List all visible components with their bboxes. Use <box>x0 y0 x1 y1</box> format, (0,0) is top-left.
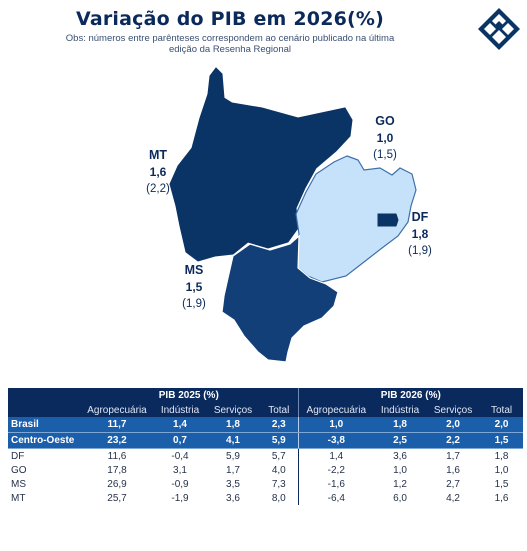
label-go: GO 1,0 (1,5) <box>367 113 403 164</box>
centro-oeste-map: MT 1,6 (2,2) GO 1,0 (1,5) DF 1,8 (1,9) M… <box>0 56 527 386</box>
cell: 25,7 <box>107 492 127 504</box>
cell: -0,4 <box>171 450 189 462</box>
cell: 2,5 <box>374 432 427 449</box>
cell: 8,0 <box>271 492 286 504</box>
state-previous: (2,2) <box>146 183 170 195</box>
group-2026-header: PIB 2026 (%) <box>297 388 524 403</box>
row-label: DF <box>11 450 25 462</box>
cell: 3,6 <box>393 450 407 462</box>
state-value: 1,6 <box>149 165 167 179</box>
label-ms: MS 1,5 (1,9) <box>176 262 212 313</box>
cell: 1,0 <box>393 464 407 476</box>
cell: 6,0 <box>393 492 407 504</box>
cell: 4,1 <box>206 432 260 449</box>
row-label: Centro-Oeste <box>8 432 80 449</box>
table-row: MS 26,9 -0,9 3,5 7,3 -1,6 1,2 2,7 1,5 <box>8 477 523 491</box>
cell: 1,6 <box>494 492 509 504</box>
state-previous: (1,9) <box>182 298 206 310</box>
col-header: Agropecuária <box>297 403 375 417</box>
label-df: DF 1,8 (1,9) <box>402 209 438 260</box>
cell: 1,4 <box>297 448 375 463</box>
table-row: Brasil 11,7 1,4 1,8 2,3 1,0 1,8 2,0 2,0 <box>8 417 524 433</box>
cell: 7,3 <box>271 478 286 490</box>
col-header: Indústria <box>154 403 206 417</box>
state-value: 1,8 <box>411 227 429 241</box>
state-ms <box>221 234 339 363</box>
col-header: Agropecuária <box>80 403 154 417</box>
table-row: GO 17,8 3,1 1,7 4,0 -2,2 1,0 1,6 1,0 <box>8 463 523 477</box>
cell: -0,9 <box>171 478 189 490</box>
cell: -1,6 <box>297 477 375 491</box>
cell: 1,2 <box>393 478 407 490</box>
cell: 3,6 <box>226 492 240 504</box>
cell: 3,5 <box>226 478 240 490</box>
group-2025-header: PIB 2025 (%) <box>80 388 299 403</box>
row-label: Brasil <box>8 417 80 433</box>
cell: 23,2 <box>80 432 154 449</box>
cell: 5,9 <box>226 450 240 462</box>
state-code: GO <box>375 114 395 128</box>
subtitle-note: Obs: números entre parênteses correspond… <box>65 33 395 55</box>
cell: -1,9 <box>171 492 189 504</box>
cell: 2,0 <box>480 417 524 433</box>
col-header: Total <box>260 403 299 417</box>
cell: 0,7 <box>154 432 206 449</box>
cell: -3,8 <box>297 432 375 449</box>
banco-do-brasil-logo <box>478 8 520 50</box>
cell: 26,9 <box>107 478 127 490</box>
cell: 2,0 <box>426 417 481 433</box>
cell: -6,4 <box>297 491 375 505</box>
state-previous: (1,9) <box>408 245 432 257</box>
cell: 2,2 <box>426 432 481 449</box>
table-column-header: Agropecuária Indústria Serviços Total Ag… <box>8 403 524 417</box>
table-row: Centro-Oeste 23,2 0,7 4,1 5,9 -3,8 2,5 2… <box>8 432 524 449</box>
cell: 3,1 <box>173 464 187 476</box>
cell: 11,7 <box>80 417 154 433</box>
cell: 1,8 <box>206 417 260 433</box>
cell: 2,3 <box>260 417 299 433</box>
cell: 1,0 <box>297 417 375 433</box>
cell: 4,2 <box>446 492 460 504</box>
cell: 1,8 <box>494 450 509 462</box>
table-row: DF 11,6 -0,4 5,9 5,7 1,4 3,6 1,7 1,8 <box>8 448 523 463</box>
row-label: GO <box>11 464 27 476</box>
state-code: MT <box>148 148 168 162</box>
cell: 1,7 <box>226 464 240 476</box>
state-code: DF <box>411 210 429 224</box>
cell: -2,2 <box>297 463 375 477</box>
col-header: Serviços <box>426 403 481 417</box>
page-title: Variação do PIB em 2026(%) <box>75 8 385 30</box>
pib-table: PIB 2025 (%) PIB 2026 (%) Agropecuária I… <box>8 388 524 505</box>
cell: 1,5 <box>494 478 509 490</box>
row-label: MT <box>11 492 26 504</box>
state-code: MS <box>184 263 204 277</box>
col-header: Indústria <box>374 403 427 417</box>
state-go <box>295 155 417 283</box>
state-previous: (1,5) <box>373 149 397 161</box>
cell: 4,0 <box>271 464 286 476</box>
cell: 1,0 <box>494 464 509 476</box>
col-header: Serviços <box>206 403 260 417</box>
label-mt: MT 1,6 (2,2) <box>140 147 176 198</box>
cell: 2,7 <box>446 478 460 490</box>
state-df <box>377 213 399 227</box>
row-label: MS <box>11 478 26 490</box>
cell: 1,8 <box>374 417 427 433</box>
state-value: 1,0 <box>376 131 394 145</box>
table-group-header: PIB 2025 (%) PIB 2026 (%) <box>8 388 524 403</box>
state-mt <box>169 67 353 262</box>
cell: 5,9 <box>260 432 299 449</box>
cell: 1,7 <box>446 450 460 462</box>
state-value: 1,5 <box>185 280 203 294</box>
cell: 1,5 <box>480 432 524 449</box>
cell: 1,6 <box>446 464 460 476</box>
cell: 17,8 <box>107 464 127 476</box>
cell: 1,4 <box>154 417 206 433</box>
col-header: Total <box>480 403 524 417</box>
table-row: MT 25,7 -1,9 3,6 8,0 -6,4 6,0 4,2 1,6 <box>8 491 523 505</box>
cell: 11,6 <box>107 450 127 462</box>
cell: 5,7 <box>271 450 286 462</box>
